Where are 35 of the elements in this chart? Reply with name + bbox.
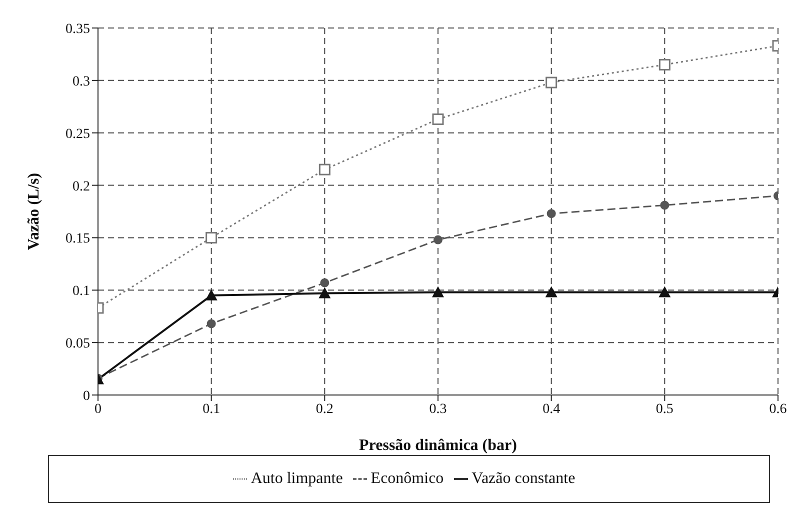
y-axis-title: Vazão (L/s): [26, 172, 43, 250]
x-tick-label: 0.1: [202, 402, 220, 417]
point: [660, 200, 670, 210]
legend-label: Econômico: [370, 470, 444, 487]
point: [318, 164, 330, 176]
y-tick-label: 0.15: [66, 232, 90, 247]
point: [318, 287, 331, 298]
x-tick-label: 0.5: [656, 402, 674, 417]
point: [432, 113, 444, 125]
y-tick-label: 0.35: [66, 22, 90, 37]
point: [546, 76, 558, 88]
y-tick-label: 0.3: [72, 74, 90, 90]
point: [658, 286, 671, 298]
x-axis-title: Pressão dinâmica (bar): [359, 437, 517, 454]
point: [545, 286, 558, 298]
x-tick-label: 0: [94, 402, 102, 417]
point: [432, 286, 444, 298]
y-tick-label: 0.1: [72, 284, 90, 300]
point: [658, 58, 670, 70]
point: [206, 232, 218, 244]
y-tick-label: 0.2: [72, 179, 90, 194]
x-tick-label: 0.6: [769, 402, 787, 417]
point: [206, 319, 216, 328]
point: [434, 235, 442, 244]
point: [320, 278, 330, 288]
y-tick-label: 0.05: [66, 336, 90, 352]
x-tick-label: 0.2: [316, 402, 334, 417]
x-tick-label: 0.3: [429, 402, 447, 417]
x-tick-label: 0.4: [542, 402, 560, 417]
point: [205, 289, 218, 300]
legend-label: Vazão constante: [472, 470, 576, 487]
legend-label: Auto limpante: [250, 470, 343, 487]
point: [546, 209, 556, 218]
y-tick-label: 0.25: [66, 126, 90, 142]
y-tick-label: 0: [83, 388, 90, 404]
